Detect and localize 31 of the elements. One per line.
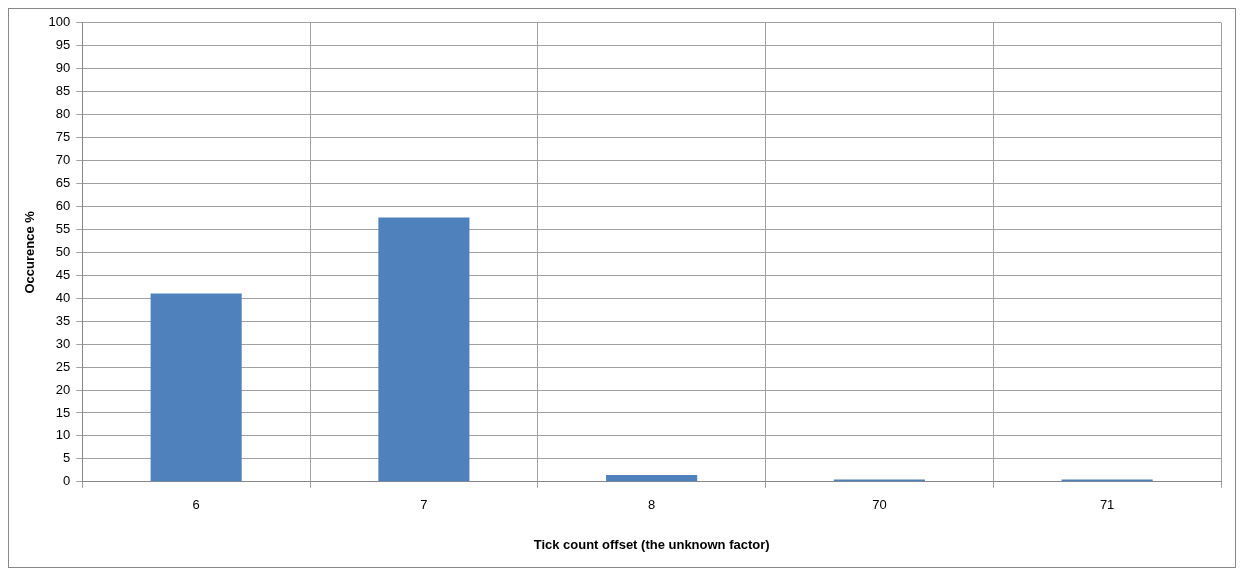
y-tick-label: 60: [55, 197, 71, 213]
y-tick-label: 80: [55, 106, 71, 122]
x-tick-label: 8: [648, 497, 656, 513]
y-tick-label: 0: [63, 473, 71, 489]
y-tick-label: 25: [55, 358, 71, 374]
x-tick-label: 71: [1099, 497, 1115, 513]
x-tick-label: 7: [420, 497, 428, 513]
y-tick-label: 65: [55, 175, 71, 191]
bar: [150, 293, 242, 482]
y-tick-label: 5: [63, 450, 71, 466]
y-tick-label: 85: [55, 83, 71, 99]
y-axis-title: Occurence %: [22, 210, 38, 294]
y-tick-label: 15: [55, 404, 71, 420]
y-tick-label: 95: [55, 37, 71, 53]
y-tick-label: 40: [55, 289, 71, 305]
y-tick-label: 45: [55, 266, 71, 282]
y-tick-label: 100: [48, 14, 71, 30]
y-tick-label: 50: [55, 243, 71, 259]
y-tick-label: 70: [55, 152, 71, 168]
y-tick-label: 75: [55, 129, 71, 145]
bar: [378, 217, 470, 482]
x-tick-label: 70: [872, 497, 887, 513]
y-tick-label: 10: [55, 427, 71, 443]
y-tick-label: 55: [55, 220, 71, 236]
y-tick-label: 35: [55, 312, 71, 328]
bar: [606, 474, 698, 482]
y-tick-label: 20: [55, 381, 71, 397]
x-tick-label: 6: [192, 497, 200, 513]
y-tick-label: 30: [55, 335, 71, 351]
y-tick-label: 90: [55, 60, 71, 76]
x-axis-title: Tick count offset (the unknown factor): [533, 536, 770, 552]
